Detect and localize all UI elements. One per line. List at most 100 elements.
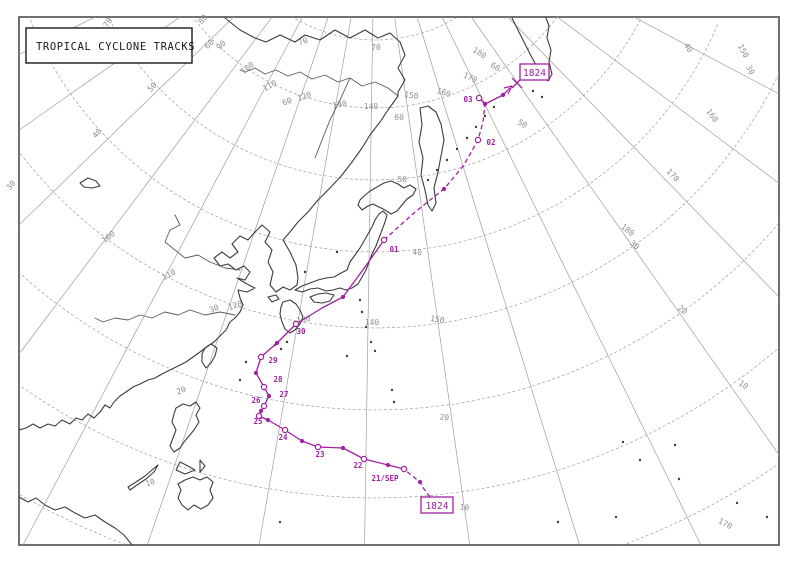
graticule-label: 30 — [5, 179, 18, 192]
cyclone-track: 21/SEP 22 23 24 25 26 27 28 29 30 01 02 03 1824 1824 — [251, 63, 550, 514]
coastline-kyushu — [279, 299, 304, 334]
islet-dot — [621, 440, 625, 444]
meridian-line — [364, 17, 374, 545]
graticule-label: 60 — [394, 113, 404, 123]
track-point-filled — [265, 417, 271, 423]
graticule-label: 50 — [146, 81, 159, 94]
islet-dot — [445, 158, 449, 162]
graticule-label: 50 — [516, 118, 529, 131]
coastline-honshu — [294, 210, 388, 293]
track-point-open — [281, 426, 289, 434]
parallel-line — [28, 17, 720, 253]
track-date-label: 26 — [251, 396, 261, 405]
graticule-label: 30 — [628, 239, 641, 252]
islet-dot — [279, 347, 283, 351]
track-point-filled — [482, 101, 488, 107]
meridian-line — [470, 17, 779, 456]
map-title: TROPICAL CYCLONE TRACKS — [36, 41, 195, 53]
graticule-label: 40 — [682, 41, 695, 54]
track-date-label: 28 — [273, 375, 283, 384]
river-yellow — [164, 214, 241, 271]
islet-dot — [358, 298, 362, 302]
river-ussuri — [314, 77, 351, 159]
track-arrowhead — [503, 85, 513, 95]
graticule-label: 150 — [736, 42, 751, 59]
coastline-samar — [199, 459, 206, 473]
islet-dot — [373, 349, 377, 353]
track-date-label: 29 — [268, 356, 278, 365]
islet-dot — [360, 310, 364, 314]
coastline-borneo — [19, 496, 133, 545]
graticule-label: 30 — [744, 64, 756, 77]
storm-id-box-start — [420, 496, 454, 514]
track-date-label: 02 — [486, 138, 495, 147]
track-point-open — [292, 320, 300, 328]
graticule-label: 60 — [281, 96, 293, 108]
coastline-hokkaido — [357, 180, 417, 215]
track-point-filled — [258, 408, 264, 414]
graticule-label: 180 — [619, 222, 636, 238]
small-islands — [238, 89, 769, 524]
track-date-label: 27 — [279, 390, 288, 399]
track-date-label: 22 — [353, 461, 362, 470]
coastline-luzon — [169, 401, 201, 453]
graticule-label: 20 — [439, 413, 450, 423]
graticule-label: 160 — [436, 86, 453, 99]
graticule-label: 110 — [160, 267, 177, 282]
graticule-label: 70 — [102, 16, 115, 29]
coastline-sakhalin — [418, 105, 445, 212]
meridian-line — [441, 17, 702, 545]
track-point-filled — [340, 445, 346, 451]
track-date-label: 01 — [389, 245, 399, 254]
track-point-open — [475, 94, 483, 102]
track-date-label: 23 — [315, 450, 325, 459]
rivers — [94, 67, 399, 323]
track-point-filled — [417, 479, 423, 485]
islet-dot — [244, 360, 248, 364]
graticule-label: 90 — [215, 39, 228, 52]
storm-id-box-start-label: 1824 — [426, 501, 449, 512]
graticule-label: 170 — [462, 71, 479, 85]
track-date-label: 03 — [463, 95, 473, 104]
islet-dot — [765, 515, 769, 519]
track-date-label: 21/SEP — [371, 474, 399, 483]
islet-dot — [426, 178, 430, 182]
coastline-cheju — [267, 294, 280, 303]
meridian-line — [19, 17, 273, 355]
track-date-label: 30 — [296, 327, 306, 336]
islet-dot — [465, 136, 469, 140]
coastline-shikoku — [309, 292, 335, 304]
track-date-label: 25 — [253, 417, 262, 426]
track-segment-solid — [478, 87, 511, 105]
track-point-filled — [253, 370, 259, 376]
graticule-label: 130 — [332, 99, 348, 110]
track-point-open — [260, 383, 268, 391]
graticule-label: 60 — [489, 61, 502, 74]
coastlines — [19, 17, 553, 545]
graticule-label: 10 — [144, 477, 156, 489]
track-point-open — [474, 136, 482, 144]
title-box-border — [25, 27, 193, 64]
graticule-label: 100 — [100, 229, 117, 245]
islet-dot — [369, 340, 373, 344]
islet-dot — [492, 105, 496, 109]
islet-dot — [364, 325, 368, 329]
storm-id-box-end — [519, 63, 550, 81]
graticule-label: 150 — [430, 314, 446, 325]
parallel-line — [19, 222, 779, 411]
graticule-label: 170 — [717, 516, 734, 531]
track-segment-dashed — [383, 103, 486, 241]
track-point-filled — [441, 186, 447, 192]
graticule-label: 10 — [459, 502, 470, 512]
islet-dot — [673, 443, 677, 447]
graticule-label: 10 — [737, 379, 750, 392]
track-point-filled — [299, 438, 305, 444]
islet-dot — [556, 520, 560, 524]
coastline-visayas — [175, 461, 196, 475]
track-point-open — [255, 412, 263, 420]
track-point-open — [257, 353, 265, 361]
